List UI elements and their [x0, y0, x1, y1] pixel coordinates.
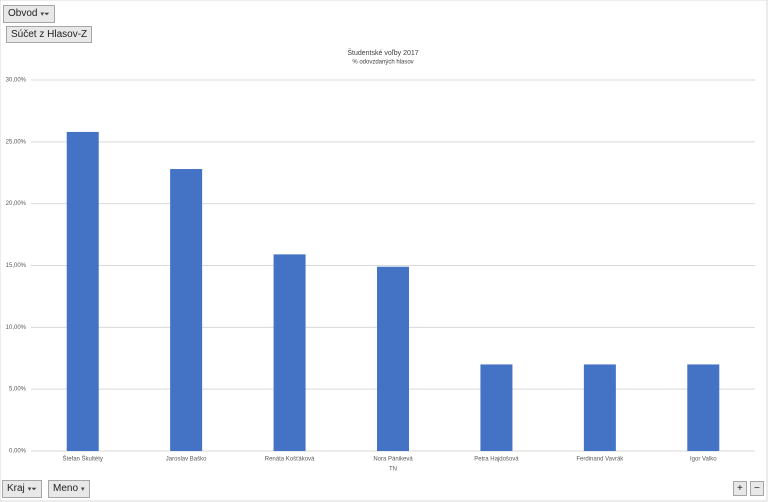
x-axis-title: TN — [389, 467, 397, 473]
bar — [377, 266, 409, 451]
y-tick-label: 25,00% — [6, 139, 27, 145]
chart-title: Študentské voľby 2017 — [347, 48, 418, 57]
bar — [66, 131, 99, 451]
bar — [170, 169, 203, 452]
dropdown-icon: ▾ — [81, 486, 85, 493]
y-tick-label: 30,00% — [6, 78, 27, 84]
y-tick-label: 15,00% — [6, 263, 27, 269]
x-tick-label: Nora Pánikevá — [373, 457, 413, 463]
y-tick-label: 10,00% — [6, 325, 27, 331]
bar — [687, 364, 720, 451]
bar — [273, 254, 306, 451]
y-tick-label: 20,00% — [6, 201, 27, 207]
dropdown-icon: ▾⏷ — [27, 486, 37, 493]
button-label: Meno — [53, 483, 79, 494]
button-label: Súčet z Hlasov-Z — [11, 29, 88, 40]
axis-field-button[interactable]: Meno ▾ — [48, 480, 90, 498]
x-tick-label: Ferdinand Vavrák — [576, 457, 624, 463]
x-tick-label: Štefan Škultéty — [63, 456, 103, 463]
bar — [480, 364, 513, 451]
chart-subtitle: % odovzdaných hlasov — [352, 60, 413, 66]
value-field-button[interactable]: Súčet z Hlasov-Z — [6, 26, 93, 43]
x-tick-label: Renáta Košťáková — [265, 457, 315, 463]
report-filter-button[interactable]: Obvod ▾⏷ — [3, 5, 55, 23]
x-tick-label: Jaroslav Baško — [166, 457, 207, 463]
y-tick-label: 5,00% — [9, 387, 27, 393]
y-tick-label: 0,00% — [9, 449, 27, 455]
x-tick-label: Petra Hajdošová — [474, 457, 519, 463]
button-label: Obvod — [8, 8, 38, 19]
dropdown-icon: ▾⏷ — [40, 11, 50, 18]
expand-button[interactable]: + — [733, 481, 747, 496]
axis-field-button[interactable]: Kraj ▾⏷ — [2, 480, 42, 498]
collapse-button[interactable]: − — [750, 481, 764, 496]
button-label: Kraj — [7, 483, 25, 494]
bar — [583, 364, 616, 451]
x-tick-label: Igor Valko — [690, 457, 717, 463]
